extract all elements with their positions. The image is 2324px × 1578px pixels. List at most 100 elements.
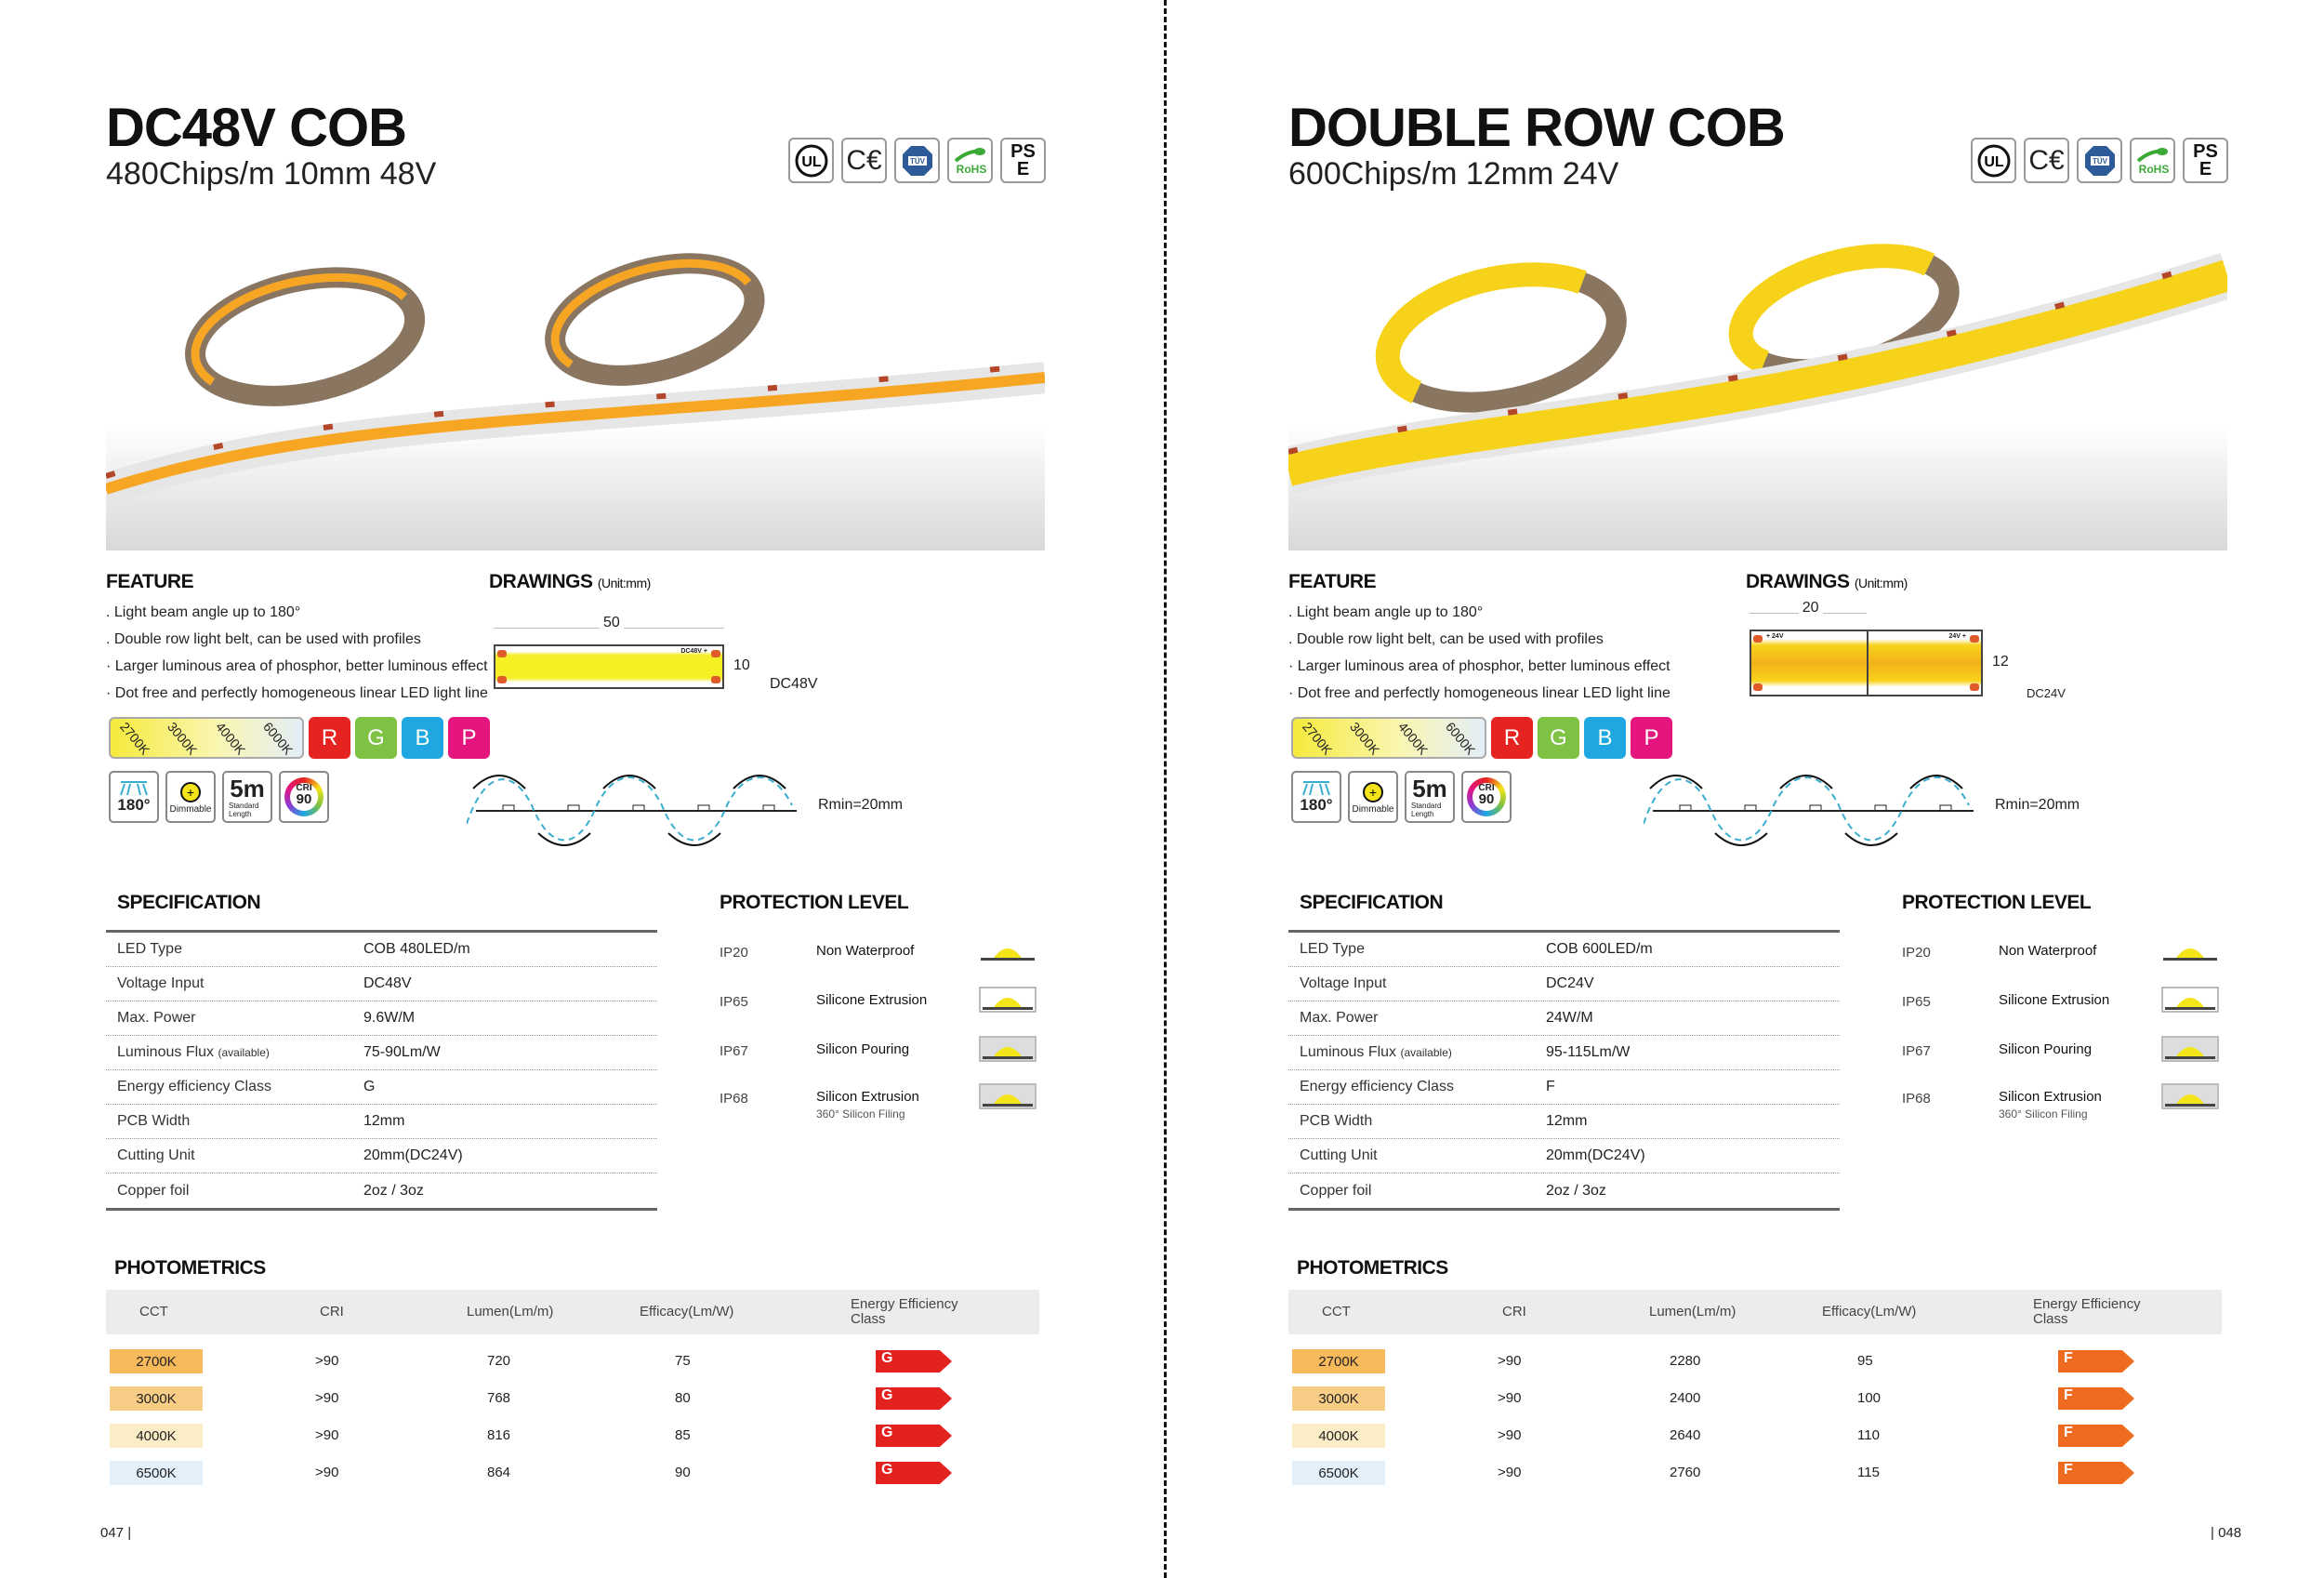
lumen-value: 816 [487, 1427, 511, 1443]
svg-text:TÜV: TÜV [910, 157, 926, 166]
cri-value: >90 [1498, 1465, 1522, 1480]
spec-label: Voltage Input [1300, 975, 1387, 991]
spec-value: 75-90Lm/W [363, 1044, 441, 1060]
cct-option: 6000K [260, 718, 297, 758]
spec-value: COB 480LED/m [363, 941, 470, 957]
specification-heading: SPECIFICATION [1300, 892, 1444, 913]
protection-profile-icon [979, 1034, 1037, 1064]
pad-label: 24V + [1948, 633, 1967, 640]
energy-class-label: G [876, 1462, 952, 1484]
energy-class-label: F [2058, 1387, 2134, 1410]
ip-rating: IP68 [720, 1091, 748, 1107]
protection-row: IP68 Silicon Extrusion 360° Silicon Filing [720, 1083, 1045, 1135]
energy-class-label: G [876, 1425, 952, 1447]
spec-row: Voltage Input DC48V [106, 967, 657, 1001]
spec-row: Copper foil 2oz / 3oz [1288, 1174, 1840, 1208]
energy-class-label: F [2058, 1462, 2134, 1484]
cri-value: >90 [1498, 1390, 1522, 1406]
feature-item: . Light beam angle up to 180° [1288, 604, 1484, 620]
protection-row: IP20 Non Waterproof [720, 943, 1045, 989]
spec-row: Energy efficiency Class G [106, 1070, 657, 1105]
standard-length-icon: 5m Standard Length [1405, 771, 1455, 823]
cri-icon: CRI 90 [1461, 771, 1512, 823]
ul-cert-icon: UL [1971, 138, 2016, 183]
cct-swatch: 2700K 3000K 4000K 6000K [109, 717, 304, 759]
color-swatch-b: B [402, 717, 443, 759]
photometrics-row: 2700K >90 720 75 G [106, 1347, 1039, 1375]
efficacy-value: 80 [675, 1390, 691, 1406]
efficacy-value: 90 [675, 1465, 691, 1480]
protection-desc: Silicon Pouring [1999, 1041, 2093, 1057]
svg-text:+: + [187, 785, 194, 800]
product-photo [1283, 238, 2235, 550]
feature-item: · Larger luminous area of phosphor, bett… [1288, 658, 1670, 674]
cri-value: >90 [315, 1465, 339, 1480]
spec-value: 2oz / 3oz [363, 1182, 424, 1199]
pad-label: DC48V + [680, 648, 707, 655]
spec-label: Max. Power [117, 1010, 196, 1026]
protection-row: IP67 Silicon Pouring [1902, 1036, 2227, 1088]
spec-row: Energy efficiency Class F [1288, 1070, 1840, 1105]
column-header: Energy Efficiency Class [2033, 1296, 2141, 1327]
cri-value: >90 [1498, 1427, 1522, 1443]
cct-option: 2700K [1299, 718, 1335, 758]
page-right: DOUBLE ROW COB 600Chips/m 12mm 24V UL C€ TÜV… [1182, 0, 2324, 1578]
cri-value: >90 [315, 1353, 339, 1369]
spec-value: 20mm(DC24V) [1546, 1147, 1645, 1163]
spec-value: F [1546, 1079, 1555, 1094]
feature-icons: 180° + Dimmable 5m Standard Length CRI 90 [109, 771, 329, 823]
dimmable-icon: + Dimmable [1348, 771, 1398, 823]
strip-drawing: DC48V + [494, 644, 724, 689]
ul-cert-icon: UL [788, 138, 834, 183]
voltage-label: DC24V [2027, 686, 2066, 700]
column-header: Lumen(Lm/m) [1649, 1304, 1736, 1319]
tuv-cert-icon: TÜV [2077, 138, 2122, 183]
svg-text:UL: UL [801, 154, 822, 170]
length-label: 50 [600, 615, 624, 631]
width-label: 10 [733, 657, 750, 673]
length-label: 20 [1798, 600, 1823, 617]
specification-table: LED Type COB 480LED/m Voltage Input DC48V Ma… [106, 930, 657, 1211]
photometrics-row: 6500K >90 2760 115 F [1288, 1459, 2222, 1487]
drawings-heading: DRAWINGS (Unit:mm) [489, 571, 651, 592]
protection-profile-icon [979, 1081, 1037, 1111]
photometrics-heading: PHOTOMETRICS [1297, 1257, 1448, 1279]
lumen-value: 2640 [1670, 1427, 1701, 1443]
ip-rating: IP65 [720, 994, 748, 1010]
ip-rating: IP68 [1902, 1091, 1931, 1107]
photometrics-header: CCT CRI Lumen(Lm/m) Efficacy(Lm/W) Energy Ef… [106, 1290, 1039, 1334]
feature-heading: FEATURE [106, 571, 194, 592]
bending-radius-diagram [467, 775, 797, 846]
beam-angle-icon: 180° [109, 771, 159, 823]
protection-row: IP68 Silicon Extrusion 360° Silicon Filing [1902, 1083, 2227, 1135]
cct-option: 2700K [116, 718, 152, 758]
protection-heading: PROTECTION LEVEL [1902, 892, 2092, 913]
page-number: 047 | [100, 1525, 132, 1541]
feature-item: · Dot free and perfectly homogeneous lin… [106, 685, 488, 701]
column-header: Efficacy(Lm/W) [640, 1304, 734, 1319]
bending-radius-diagram [1644, 775, 1974, 846]
feature-item: . Light beam angle up to 180° [106, 604, 301, 620]
cct-option: 3000K [1347, 718, 1383, 758]
ip-rating: IP20 [720, 945, 748, 961]
photometrics-header: CCT CRI Lumen(Lm/m) Efficacy(Lm/W) Energy Ef… [1288, 1290, 2222, 1334]
energy-class-label: F [2058, 1350, 2134, 1372]
pse-cert-label: PSE [1010, 140, 1036, 179]
tuv-cert-icon: TÜV [894, 138, 940, 183]
cri-value: >90 [315, 1390, 339, 1406]
spec-value: 2oz / 3oz [1546, 1182, 1606, 1199]
protection-desc: Silicone Extrusion [816, 992, 928, 1008]
feature-item: . Double row light belt, can be used wit… [1288, 631, 1604, 647]
rohs-cert-icon: RoHS [947, 138, 993, 183]
spec-value: 9.6W/M [363, 1010, 416, 1026]
ce-cert-icon: C€ [841, 138, 887, 183]
spec-value: DC24V [1546, 975, 1594, 991]
photometrics-row: 4000K >90 816 85 G [106, 1422, 1039, 1450]
spec-value: 24W/M [1546, 1010, 1593, 1026]
photometrics-row: 3000K >90 2400 100 F [1288, 1385, 2222, 1412]
drawings-heading: DRAWINGS (Unit:mm) [1746, 571, 1908, 592]
certification-badges: UL C€ TÜV RoHS PSE [788, 138, 1046, 183]
spec-label: Cutting Unit [1300, 1147, 1378, 1163]
spec-row: Cutting Unit 20mm(DC24V) [1288, 1139, 1840, 1174]
spec-value: 12mm [363, 1113, 405, 1129]
